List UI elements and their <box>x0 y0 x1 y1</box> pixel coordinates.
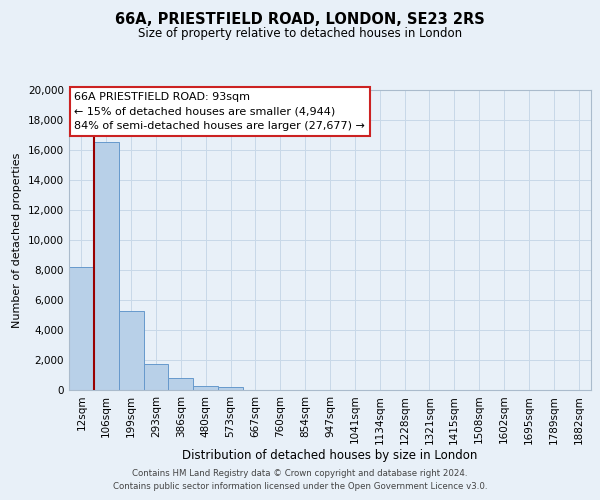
Text: 66A PRIESTFIELD ROAD: 93sqm
← 15% of detached houses are smaller (4,944)
84% of : 66A PRIESTFIELD ROAD: 93sqm ← 15% of det… <box>74 92 365 131</box>
Text: Contains public sector information licensed under the Open Government Licence v3: Contains public sector information licen… <box>113 482 487 491</box>
Bar <box>119 310 143 390</box>
Text: Contains HM Land Registry data © Crown copyright and database right 2024.: Contains HM Land Registry data © Crown c… <box>132 468 468 477</box>
Text: 66A, PRIESTFIELD ROAD, LONDON, SE23 2RS: 66A, PRIESTFIELD ROAD, LONDON, SE23 2RS <box>115 12 485 28</box>
Bar <box>218 387 243 390</box>
Bar <box>169 378 193 390</box>
X-axis label: Distribution of detached houses by size in London: Distribution of detached houses by size … <box>182 449 478 462</box>
Text: Size of property relative to detached houses in London: Size of property relative to detached ho… <box>138 28 462 40</box>
Y-axis label: Number of detached properties: Number of detached properties <box>13 152 22 328</box>
Bar <box>193 386 218 390</box>
Bar <box>143 364 169 390</box>
Bar <box>69 267 94 390</box>
Bar <box>94 142 119 390</box>
